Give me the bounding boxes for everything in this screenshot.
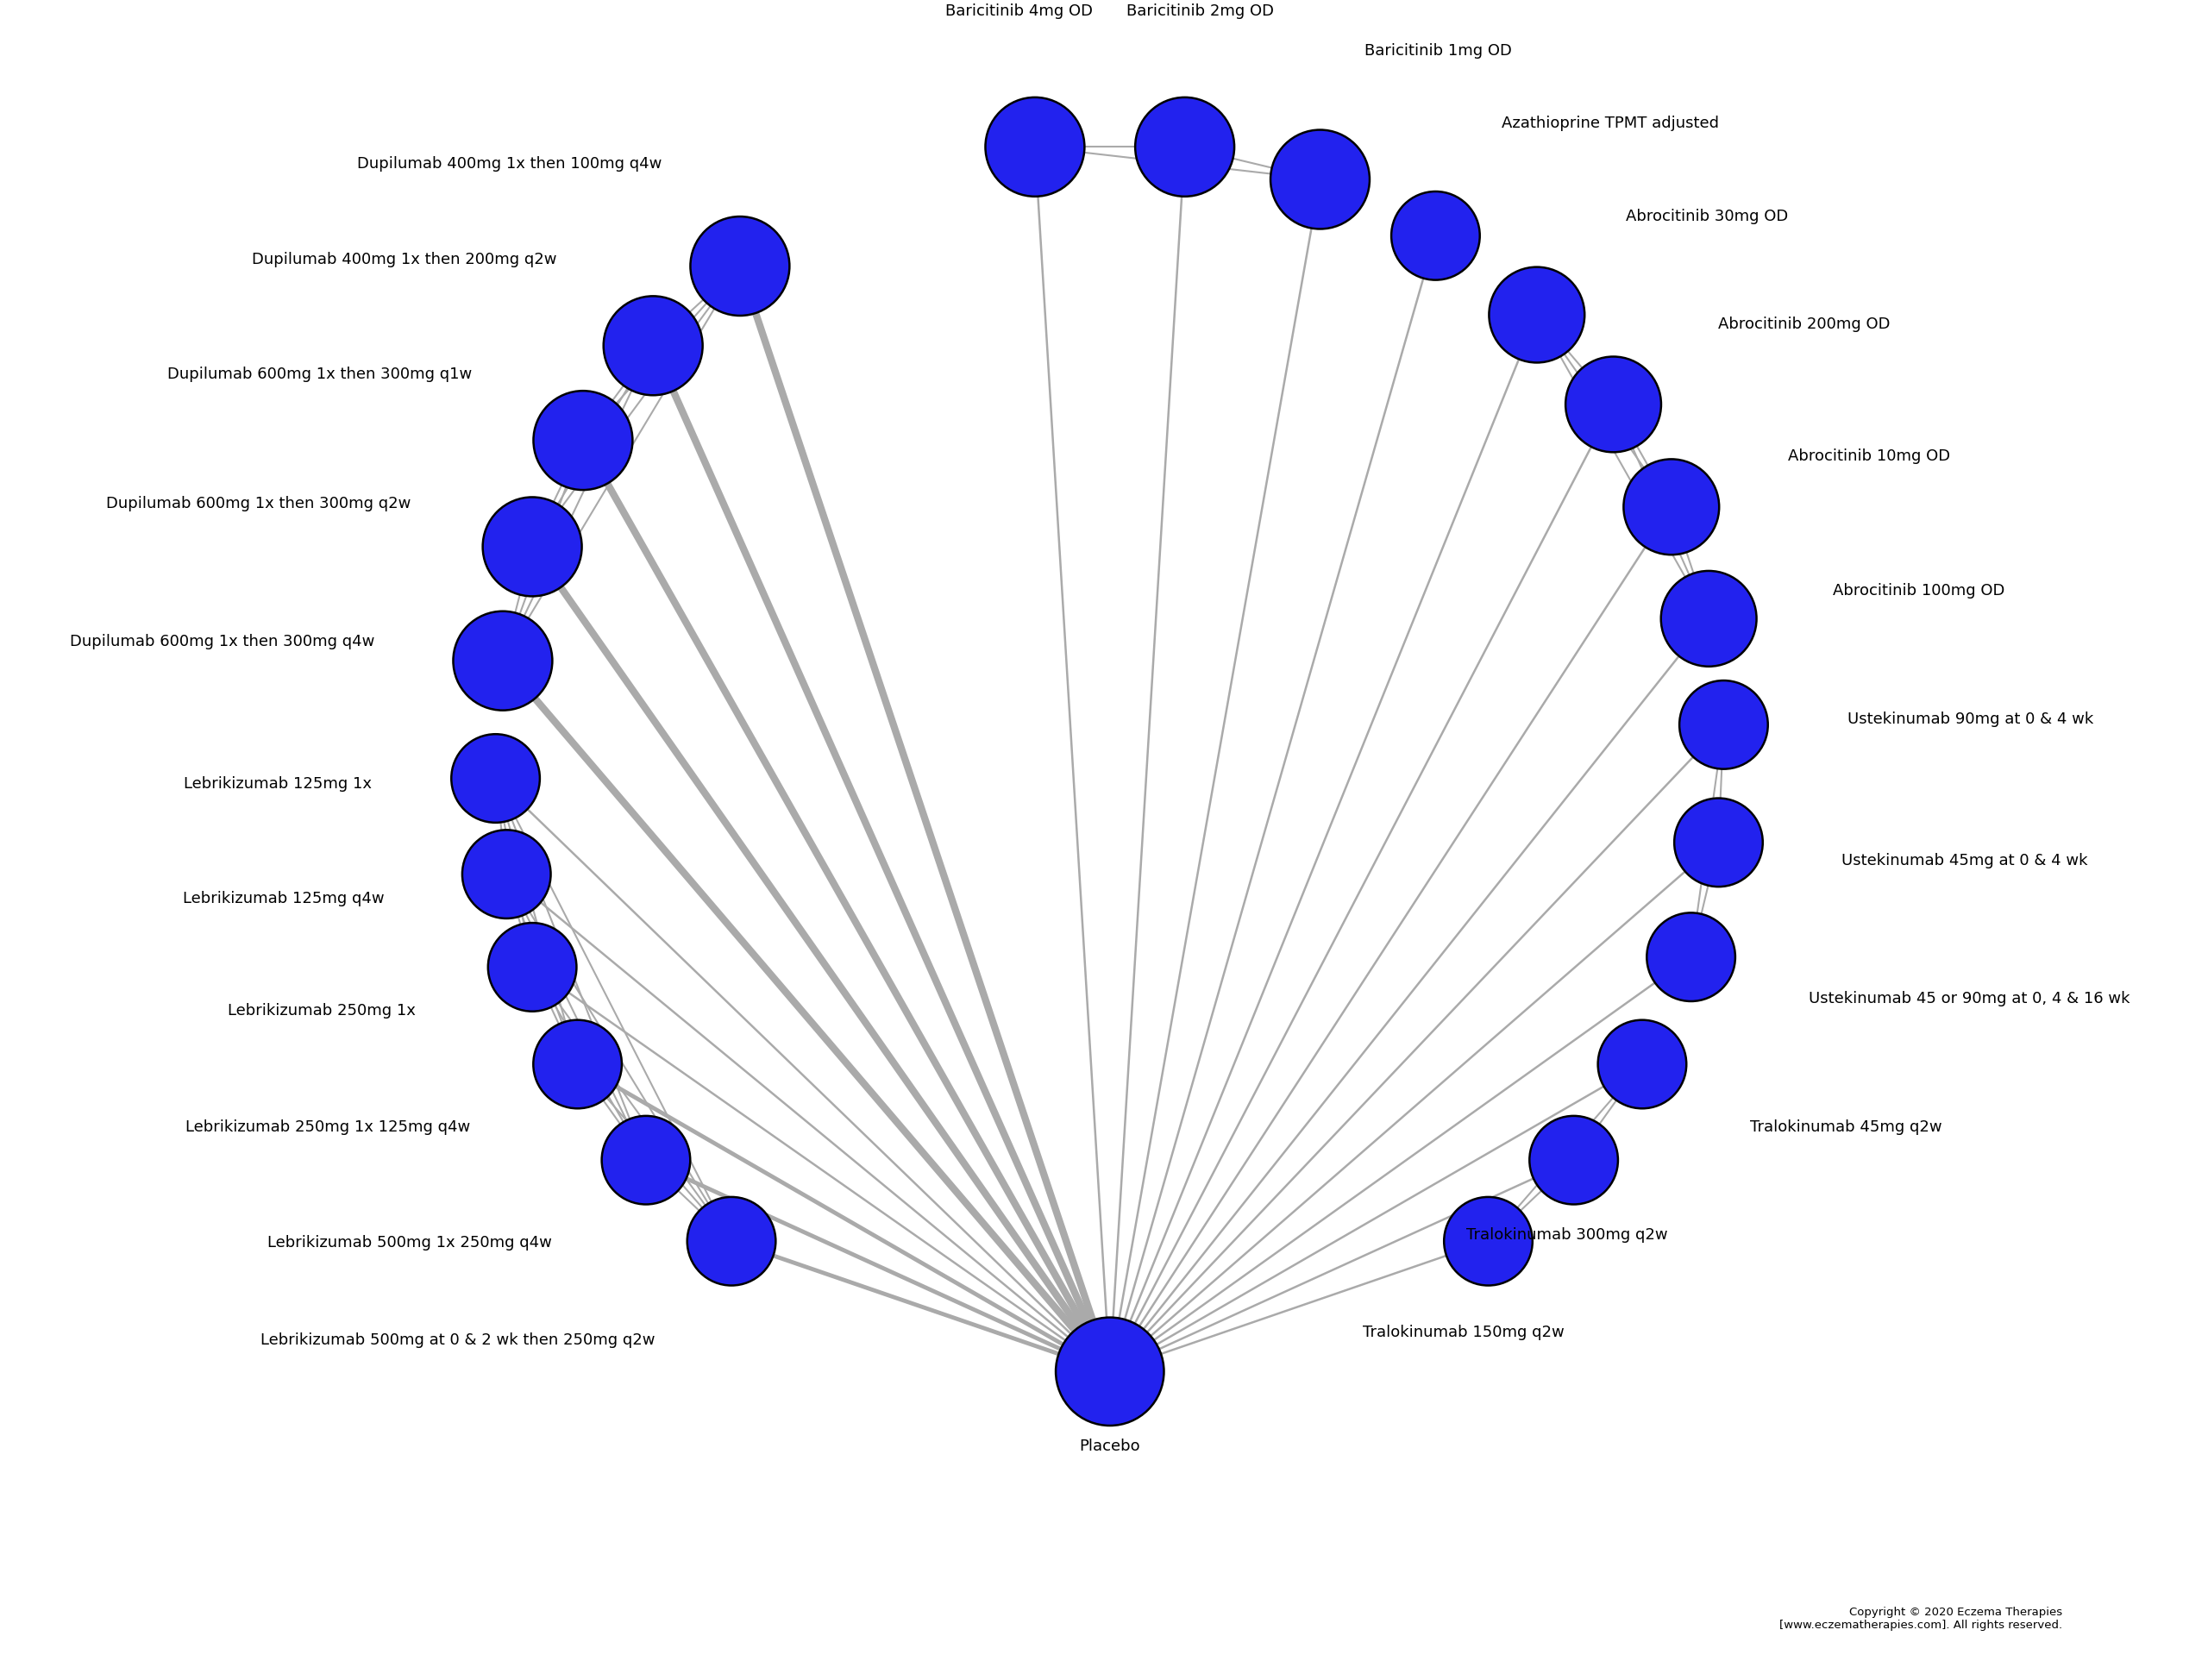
Text: Ustekinumab 90mg at 0 & 4 wk: Ustekinumab 90mg at 0 & 4 wk (1848, 711, 2093, 726)
Ellipse shape (603, 297, 702, 396)
Text: Lebrikizumab 250mg 1x: Lebrikizumab 250mg 1x (227, 1003, 415, 1018)
Ellipse shape (1647, 914, 1735, 1001)
Ellipse shape (484, 497, 583, 596)
Ellipse shape (1270, 131, 1369, 230)
Ellipse shape (1674, 798, 1762, 887)
Ellipse shape (488, 924, 576, 1011)
Ellipse shape (1599, 1020, 1687, 1109)
Ellipse shape (1391, 192, 1479, 281)
Text: Placebo: Placebo (1080, 1438, 1139, 1453)
Text: Lebrikizumab 500mg at 0 & 2 wk then 250mg q2w: Lebrikizumab 500mg at 0 & 2 wk then 250m… (261, 1332, 656, 1347)
Ellipse shape (1530, 1116, 1618, 1205)
Text: Baricitinib 2mg OD: Baricitinib 2mg OD (1126, 3, 1274, 18)
Text: Dupilumab 600mg 1x then 300mg q4w: Dupilumab 600mg 1x then 300mg q4w (71, 633, 375, 648)
Text: Ustekinumab 45mg at 0 & 4 wk: Ustekinumab 45mg at 0 & 4 wk (1841, 852, 2089, 869)
Ellipse shape (603, 1116, 691, 1205)
Ellipse shape (1680, 680, 1769, 769)
Text: Abrocitinib 10mg OD: Abrocitinib 10mg OD (1788, 449, 1950, 464)
Ellipse shape (461, 830, 550, 919)
Text: Ustekinumab 45 or 90mg at 0, 4 & 16 wk: Ustekinumab 45 or 90mg at 0, 4 & 16 wk (1808, 990, 2131, 1006)
Ellipse shape (1660, 571, 1758, 667)
Text: Dupilumab 400mg 1x then 200mg q2w: Dupilumab 400mg 1x then 200mg q2w (252, 252, 556, 267)
Ellipse shape (687, 1198, 775, 1285)
Text: Dupilumab 400mg 1x then 100mg q4w: Dupilumab 400mg 1x then 100mg q4w (358, 156, 662, 171)
Text: Tralokinumab 45mg q2w: Tralokinumab 45mg q2w (1749, 1119, 1941, 1134)
Ellipse shape (1444, 1198, 1532, 1285)
Text: Lebrikizumab 250mg 1x 125mg q4w: Lebrikizumab 250mg 1x 125mg q4w (185, 1119, 470, 1134)
Text: Dupilumab 600mg 1x then 300mg q1w: Dupilumab 600mg 1x then 300mg q1w (168, 366, 473, 381)
Ellipse shape (534, 1020, 623, 1109)
Text: Abrocitinib 200mg OD: Abrocitinib 200mg OD (1718, 316, 1890, 333)
Text: Azathioprine TPMT adjusted: Azathioprine TPMT adjusted (1501, 116, 1718, 131)
Text: Baricitinib 1mg OD: Baricitinib 1mg OD (1365, 44, 1512, 59)
Ellipse shape (1623, 460, 1720, 556)
Text: Lebrikizumab 125mg q4w: Lebrikizumab 125mg q4w (183, 890, 384, 906)
Text: Baricitinib 4mg OD: Baricitinib 4mg OD (945, 3, 1093, 18)
Ellipse shape (453, 612, 552, 711)
Text: Lebrikizumab 125mg 1x: Lebrikizumab 125mg 1x (183, 776, 371, 791)
Ellipse shape (1055, 1317, 1164, 1426)
Ellipse shape (1488, 267, 1585, 363)
Ellipse shape (985, 97, 1084, 197)
Ellipse shape (534, 391, 631, 491)
Text: Abrocitinib 100mg OD: Abrocitinib 100mg OD (1833, 583, 2005, 598)
Text: Tralokinumab 150mg q2w: Tralokinumab 150mg q2w (1362, 1324, 1565, 1339)
Text: Tralokinumab 300mg q2w: Tralokinumab 300mg q2w (1466, 1226, 1667, 1242)
Ellipse shape (450, 734, 539, 823)
Text: Dupilumab 600mg 1x then 300mg q2w: Dupilumab 600mg 1x then 300mg q2w (106, 496, 411, 511)
Text: Lebrikizumab 500mg 1x 250mg q4w: Lebrikizumab 500mg 1x 250mg q4w (267, 1235, 552, 1250)
Text: Copyright © 2020 Eczema Therapies
[www.eczematherapies.com]. All rights reserved: Copyright © 2020 Eczema Therapies [www.e… (1780, 1606, 2062, 1630)
Ellipse shape (1565, 358, 1660, 454)
Ellipse shape (691, 217, 790, 316)
Text: Abrocitinib 30mg OD: Abrocitinib 30mg OD (1625, 208, 1788, 223)
Ellipse shape (1135, 97, 1234, 197)
